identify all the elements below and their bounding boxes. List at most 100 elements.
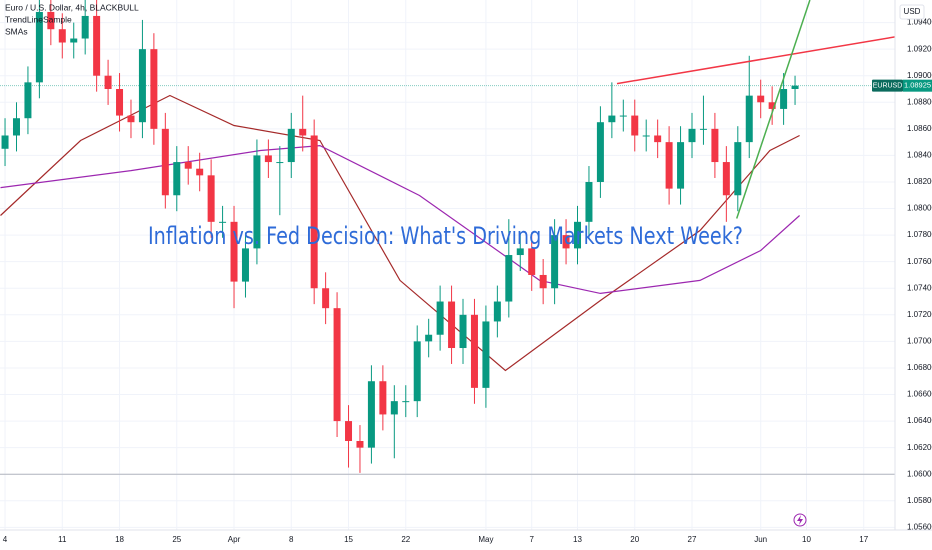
indicator-label: TrendLineSample bbox=[5, 14, 72, 24]
plot-area bbox=[0, 0, 895, 475]
chart-title: Euro / U.S. Dollar, 4h, BLACKBULL bbox=[5, 2, 139, 12]
candle-body bbox=[310, 135, 318, 289]
candle-body bbox=[367, 381, 375, 448]
y-tick-label: 1.07000 bbox=[907, 336, 932, 345]
candle-body bbox=[184, 162, 192, 169]
candle-body bbox=[711, 128, 719, 163]
candle-body bbox=[196, 168, 204, 176]
x-tick-label: 8 bbox=[289, 535, 294, 544]
candle-body bbox=[253, 155, 261, 249]
sma-line bbox=[0, 144, 801, 295]
candle-body bbox=[345, 421, 353, 442]
candle-body bbox=[390, 401, 398, 415]
y-tick-label: 1.08600 bbox=[907, 124, 932, 133]
candle-body bbox=[425, 334, 433, 342]
candle-body bbox=[1, 135, 9, 149]
candle-body bbox=[207, 175, 215, 222]
candle-body bbox=[379, 381, 387, 415]
candle-body bbox=[516, 248, 524, 256]
candle-body bbox=[608, 115, 616, 123]
candle-body bbox=[539, 274, 547, 289]
candle-body bbox=[528, 248, 536, 275]
x-tick-label: 10 bbox=[802, 535, 811, 544]
candle-body bbox=[757, 95, 765, 103]
x-tick-label: 27 bbox=[688, 535, 697, 544]
candle-body bbox=[551, 235, 559, 289]
y-tick-label: 1.06200 bbox=[907, 443, 932, 452]
indicator-label: SMAs bbox=[5, 26, 28, 36]
currency-box[interactable] bbox=[899, 4, 925, 20]
x-tick-label: 20 bbox=[630, 535, 639, 544]
candle-body bbox=[322, 288, 330, 309]
candle-body bbox=[104, 75, 112, 89]
y-tick-label: 1.08000 bbox=[907, 204, 932, 213]
candle-body bbox=[299, 128, 307, 136]
x-tick-label: 7 bbox=[529, 535, 534, 544]
candle-body bbox=[93, 15, 101, 76]
candle-body bbox=[230, 221, 238, 282]
x-tick-label: 18 bbox=[115, 535, 124, 544]
axes: 1.05600 1.05800 1.06000 1.06200 1.06400 1.066… bbox=[3, 18, 932, 544]
y-tick-label: 1.05600 bbox=[907, 522, 932, 531]
x-tick-label: Apr bbox=[228, 535, 241, 544]
y-tick-label: 1.06000 bbox=[907, 469, 932, 478]
symbol-label: EURUSD bbox=[873, 83, 903, 90]
candle-body bbox=[470, 314, 478, 388]
y-tick-label: 1.08800 bbox=[907, 97, 932, 106]
y-tick-label: 1.07600 bbox=[907, 257, 932, 266]
currency: USD bbox=[904, 7, 921, 16]
candle-body bbox=[482, 321, 490, 388]
candle-body bbox=[219, 221, 227, 223]
y-tick-label: 1.07800 bbox=[907, 230, 932, 239]
candle-body bbox=[734, 142, 742, 196]
candle-body bbox=[58, 29, 66, 43]
y-tick-label: 1.07200 bbox=[907, 310, 932, 319]
candle-body bbox=[780, 88, 788, 109]
y-tick-label: 1.07400 bbox=[907, 283, 932, 292]
price-tag bbox=[903, 79, 932, 92]
candle-body bbox=[699, 128, 707, 130]
candle-body bbox=[12, 118, 20, 136]
candle-body bbox=[596, 122, 604, 182]
candle-body bbox=[127, 115, 135, 123]
candle-body bbox=[81, 15, 89, 39]
candle-body bbox=[665, 142, 673, 189]
candle-body bbox=[619, 115, 627, 117]
candle-body bbox=[768, 102, 776, 109]
candle-body bbox=[562, 235, 570, 249]
candle-body bbox=[264, 155, 272, 163]
candle-body bbox=[436, 301, 444, 335]
candle-body bbox=[493, 301, 501, 322]
candle-body bbox=[287, 128, 295, 163]
candle-body bbox=[402, 401, 410, 403]
x-tick-label: 11 bbox=[58, 535, 67, 544]
x-tick-label: 4 bbox=[3, 535, 8, 544]
y-tick-label: 1.06600 bbox=[907, 390, 932, 399]
candle-body bbox=[654, 135, 662, 143]
alert-icon[interactable] bbox=[793, 513, 807, 527]
candle-body bbox=[448, 301, 456, 349]
x-tick-label: Jun bbox=[754, 535, 767, 544]
candle-body bbox=[413, 341, 421, 402]
candle-body bbox=[276, 162, 284, 164]
candle-body bbox=[505, 255, 513, 302]
price-label: 1.08925 bbox=[904, 81, 931, 90]
candle-body bbox=[35, 11, 43, 83]
trend-line bbox=[616, 36, 895, 85]
candle-body bbox=[241, 248, 249, 282]
headline: Inflation vs. Fed Decision: What's Drivi… bbox=[148, 222, 743, 250]
y-tick-label: 1.05800 bbox=[907, 496, 932, 505]
candle-body bbox=[642, 135, 650, 137]
trend-line bbox=[735, 0, 811, 219]
x-tick-label: 22 bbox=[401, 535, 410, 544]
y-tick-label: 1.09200 bbox=[907, 44, 932, 53]
candle-body bbox=[47, 11, 55, 30]
candle-body bbox=[688, 128, 696, 143]
candle-body bbox=[333, 308, 341, 422]
candle-body bbox=[24, 82, 32, 119]
candle-body bbox=[161, 128, 169, 196]
y-tick-label: 1.09000 bbox=[907, 71, 932, 80]
candle-body bbox=[631, 115, 639, 136]
y-tick-label: 1.09400 bbox=[907, 18, 932, 27]
